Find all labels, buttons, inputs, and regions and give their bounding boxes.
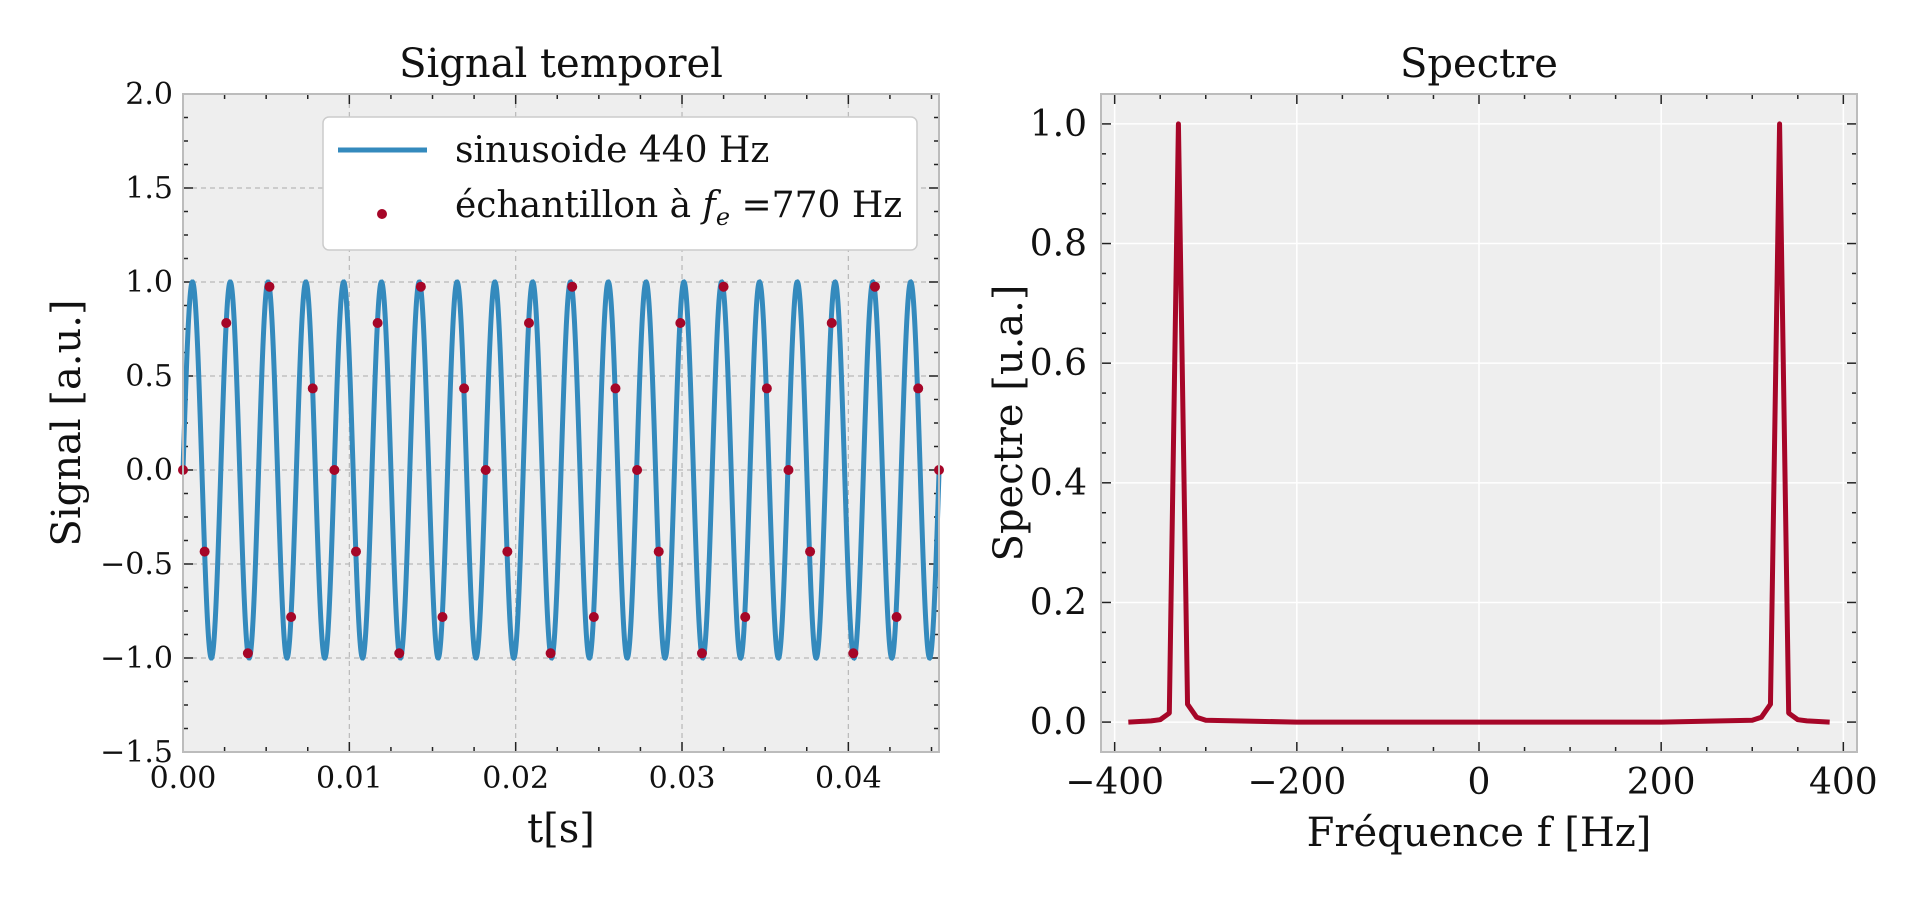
sample-point <box>264 281 275 292</box>
sample-point <box>761 383 772 394</box>
y-tick-label: 0.0 <box>1030 702 1087 743</box>
sample-point <box>286 612 297 623</box>
legend-point-swatch <box>377 209 387 219</box>
sample-point <box>826 317 837 328</box>
spectrum-xtick-labels: −400 −200 0 200 400 <box>1065 762 1877 803</box>
sample-point <box>783 465 794 475</box>
y-tick-label: 0.8 <box>1030 224 1087 265</box>
legend-point-label-suffix: =770 Hz <box>730 185 902 226</box>
time-chart-title: Signal temporel <box>399 41 723 87</box>
spectrum-ytick-labels: 0.0 0.2 0.4 0.6 0.8 1.0 <box>1030 104 1087 743</box>
legend-point-label-subscript: e <box>716 203 730 231</box>
sample-point <box>869 281 880 292</box>
sample-point <box>675 317 686 328</box>
time-plot-frame <box>182 93 940 753</box>
sample-point <box>610 383 621 394</box>
y-tick-label: 0.2 <box>1030 582 1087 623</box>
sample-points <box>178 281 944 659</box>
y-tick-label: 0.5 <box>125 359 173 394</box>
sample-point <box>913 383 924 394</box>
time-xtick-labels: 0.00 0.01 0.02 0.03 0.04 <box>150 761 882 796</box>
x-tick-label: 0.03 <box>649 761 716 796</box>
time-y-axis-label: Signal [a.u.] <box>44 299 90 546</box>
sample-point <box>718 281 729 292</box>
sample-point <box>545 648 556 659</box>
x-tick-label: −400 <box>1065 762 1164 803</box>
time-ytick-labels: −1.5 −1.0 −0.5 0.0 0.5 1.0 1.5 2.0 <box>100 77 173 770</box>
spectrum-panel: −400 −200 0 200 400 0.0 0.2 0.4 0.6 0.8 1.0 Spect… <box>986 41 1878 856</box>
legend-point-label: échantillon à fe =770 Hz <box>455 185 902 231</box>
sample-point <box>567 281 578 292</box>
sample-point <box>372 317 383 328</box>
sample-point <box>653 546 664 557</box>
x-tick-label: 400 <box>1809 762 1878 803</box>
sample-point <box>740 612 751 623</box>
y-tick-label: 1.0 <box>1030 104 1087 145</box>
y-tick-label: −1.0 <box>100 641 173 676</box>
spectrum-y-axis-label: Spectre [u.a.] <box>986 285 1032 562</box>
time-x-axis-label: t[s] <box>527 806 595 852</box>
spectrum-chart-title: Spectre <box>1400 41 1558 87</box>
sample-point <box>459 383 470 394</box>
sample-point <box>588 612 599 623</box>
sample-point <box>350 546 361 557</box>
sample-point <box>221 317 232 328</box>
sample-point <box>891 612 902 623</box>
sine-line <box>180 279 942 661</box>
sample-point <box>480 465 491 475</box>
sample-point <box>848 648 859 659</box>
legend-line-label: sinusoide 440 Hz <box>455 130 769 171</box>
x-tick-label: 200 <box>1627 762 1696 803</box>
y-tick-label: 2.0 <box>125 77 173 112</box>
spectrum-line <box>1128 121 1830 725</box>
y-tick-label: 0.0 <box>125 453 173 488</box>
time-signal-panel: 0.00 0.01 0.02 0.03 0.04 −1.5 −1.0 −0.5 0.0 0.5 1… <box>44 41 944 852</box>
sample-point <box>394 648 405 659</box>
spectrum-x-axis-label: Fréquence f [Hz] <box>1307 810 1652 856</box>
x-tick-label: 0.04 <box>815 761 882 796</box>
y-tick-label: 1.5 <box>125 171 173 206</box>
sample-point <box>437 612 448 623</box>
y-tick-label: 0.6 <box>1030 343 1087 384</box>
sample-point <box>523 317 534 328</box>
sample-point <box>329 465 340 475</box>
sample-point <box>199 546 210 557</box>
x-tick-label: 0.02 <box>482 761 549 796</box>
legend-box <box>322 116 918 251</box>
y-tick-label: 1.0 <box>125 265 173 300</box>
y-tick-label: −0.5 <box>100 547 173 582</box>
x-tick-label: −200 <box>1247 762 1346 803</box>
sample-point <box>242 648 253 659</box>
sample-point <box>805 546 816 557</box>
y-tick-label: −1.5 <box>100 735 173 770</box>
sample-point <box>307 383 318 394</box>
y-tick-label: 0.4 <box>1030 463 1087 504</box>
x-tick-label: 0.01 <box>316 761 383 796</box>
legend-point-label-prefix: échantillon à <box>455 185 703 226</box>
sample-point <box>415 281 426 292</box>
legend: sinusoide 440 Hz échantillon à fe =770 H… <box>322 116 918 251</box>
x-tick-label: 0.00 <box>150 761 217 796</box>
sample-point <box>632 465 643 475</box>
spectrum-plot-frame <box>1100 93 1858 753</box>
sample-point <box>502 546 513 557</box>
x-tick-label: 0 <box>1468 762 1491 803</box>
sample-point <box>696 648 707 659</box>
